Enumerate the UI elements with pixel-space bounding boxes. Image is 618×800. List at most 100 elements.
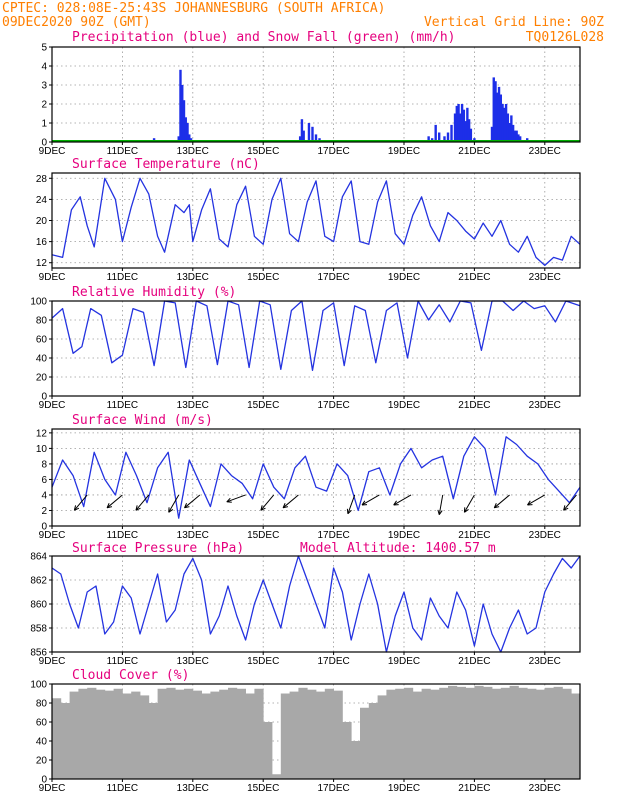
y-tick-label: 858: [30, 624, 47, 635]
precip-bar: [188, 134, 191, 142]
wind-arrow-head: [226, 497, 231, 503]
panel-frame: [51, 428, 581, 527]
x-tick-label: 9DEC: [39, 530, 66, 541]
x-tick-label: 17DEC: [317, 400, 349, 411]
wind-arrow-head: [493, 503, 497, 509]
precip-bar: [515, 130, 518, 142]
cloud-bar: [351, 741, 361, 779]
precip-bar: [511, 124, 515, 142]
wind-arrow-head: [464, 509, 469, 513]
wind-arrow-head: [282, 506, 289, 509]
wind-arrow-head: [346, 508, 349, 514]
cloud-bar: [87, 687, 97, 779]
y-tick-label: 40: [36, 737, 48, 748]
wind-arrow: [73, 494, 88, 511]
header-location: CPTEC: 028:08E-25:43S JOHANNESBURG (SOUT…: [2, 1, 386, 16]
precip-bar: [508, 123, 511, 142]
cloud-bar: [562, 688, 572, 779]
x-tick-label: 13DEC: [177, 400, 209, 411]
x-tick-label: 13DEC: [177, 530, 209, 541]
precip-bar: [302, 130, 305, 142]
cloud-bar: [192, 690, 202, 779]
cloud-bar: [465, 687, 475, 779]
wind-arrow: [226, 494, 246, 503]
panel-cloud: 0 20 40 60 80 100 9DEC 11DEC 13DEC 15DEC 17DEC 19DE…: [30, 668, 581, 794]
cloud-bar: [184, 688, 194, 779]
y-tick-label: 60: [36, 718, 48, 729]
y-tick-label: 862: [30, 576, 47, 587]
precip-bar: [457, 104, 460, 142]
x-tick-label: 21DEC: [458, 656, 490, 667]
cloud-bar: [492, 688, 502, 779]
wind-arrow-head: [494, 506, 500, 509]
precip-bar: [300, 119, 304, 142]
wind-arrow-head: [282, 503, 286, 509]
wind-arrow-shaft: [493, 494, 510, 509]
x-tick-label: 9DEC: [39, 272, 66, 283]
x-tick-label: 11DEC: [107, 272, 139, 283]
x-tick-label: 23DEC: [529, 530, 561, 541]
cloud-bar: [544, 687, 554, 779]
x-tick-label: 19DEC: [388, 400, 420, 411]
precip-bar: [506, 113, 510, 142]
x-tick-label: 9DEC: [39, 146, 66, 157]
wind-arrow-shaft: [135, 494, 150, 511]
cloud-bar: [430, 689, 440, 779]
precip-bar: [469, 128, 473, 142]
cloud-bar: [571, 693, 581, 779]
wind-arrow-head: [184, 503, 188, 509]
cloud-bar: [518, 687, 528, 779]
x-tick-label: 23DEC: [529, 146, 561, 157]
cloud-bar: [148, 703, 158, 779]
cloud-bar: [368, 703, 378, 779]
series-line-wind: [51, 436, 581, 519]
panel-precip: 0 1 2 3 4 5 9DEC 11DEC 13DEC 15DEC 17DEC 19DEC 21DEC…: [39, 30, 581, 157]
panel-title-cloud: Cloud Cover (%): [72, 668, 189, 683]
header-model-id: TQ0126L028: [526, 30, 604, 45]
cloud-bar: [210, 691, 220, 779]
x-tick-label: 13DEC: [177, 656, 209, 667]
x-tick-label: 19DEC: [388, 146, 420, 157]
x-tick-label: 11DEC: [107, 146, 139, 157]
wind-arrow-head: [226, 501, 232, 503]
cloud-bar: [69, 691, 79, 779]
precip-bar: [504, 104, 508, 142]
cloud-bar: [509, 685, 519, 779]
y-tick-label: 4: [41, 490, 47, 501]
wind-arrow: [393, 494, 412, 506]
cloud-bar: [412, 691, 422, 779]
y-tick-label: 0: [41, 138, 47, 149]
wind-arrow: [527, 494, 546, 506]
y-tick-label: 100: [30, 680, 47, 691]
precip-bar: [490, 126, 494, 142]
wind-arrow-shaft: [347, 494, 356, 514]
x-tick-label: 15DEC: [247, 656, 279, 667]
panel-title-temp: Surface Temperature (nC): [72, 157, 260, 172]
panel-wind: 0 2 4 6 8 10 12 9DEC 11DEC 13DEC 15DEC 17DEC 19DEC 21…: [36, 413, 581, 541]
wind-arrow-head: [393, 500, 397, 506]
cloud-bar: [272, 774, 282, 779]
cloud-bar: [140, 695, 150, 779]
wind-arrow: [463, 494, 475, 513]
x-tick-label: 11DEC: [107, 783, 139, 794]
y-tick-label: 100: [30, 297, 47, 308]
cloud-bar: [96, 689, 106, 779]
panel-temp: 12 16 20 24 28 9DEC 11DEC 13DEC 15DEC 17DEC 19DEC 2…: [36, 157, 581, 283]
x-tick-label: 17DEC: [317, 146, 349, 157]
wind-arrow-head: [135, 507, 141, 511]
precip-bar: [462, 109, 466, 142]
x-tick-label: 15DEC: [247, 783, 279, 794]
precip-bar: [496, 92, 499, 142]
y-tick-label: 6: [41, 475, 47, 486]
cloud-bar: [342, 722, 352, 779]
precip-bar: [455, 105, 458, 142]
wind-arrow-head: [437, 509, 440, 515]
precip-bar: [450, 124, 453, 142]
wind-arrow-shaft: [438, 494, 444, 515]
x-tick-label: 15DEC: [247, 272, 279, 283]
x-tick-label: 9DEC: [39, 400, 66, 411]
x-tick-label: 15DEC: [247, 146, 279, 157]
y-tick-label: 856: [30, 648, 47, 659]
x-tick-label: 23DEC: [529, 656, 561, 667]
